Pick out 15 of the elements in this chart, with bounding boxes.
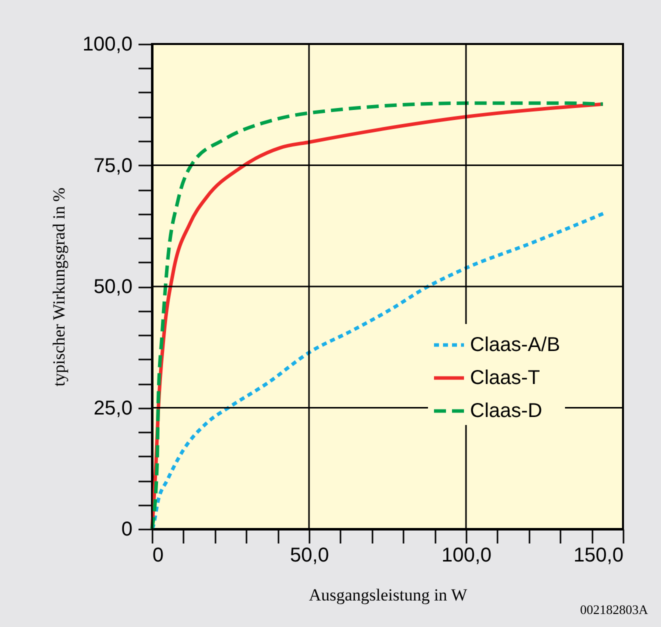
legend-label: Claas-A/B xyxy=(470,334,560,356)
legend-label: Claas-T xyxy=(470,367,540,389)
x-axis-title: Ausgangsleistung in W xyxy=(308,586,468,604)
y-tick-label: 25,0 xyxy=(94,397,132,420)
y-tick-label: 75,0 xyxy=(94,154,132,177)
x-tick-label: 100,0 xyxy=(441,544,492,566)
text: 002182803A xyxy=(580,602,649,617)
y-axis-title: typischer Wirkungsgrad in % xyxy=(49,188,68,386)
y-tick-label: 100,0 xyxy=(82,34,132,56)
x-tick-label: 0 xyxy=(152,544,164,566)
legend-label: Claas-D xyxy=(470,400,542,422)
y-tick-label: 0 xyxy=(121,518,132,540)
x-tick-label: 50,0 xyxy=(290,544,329,566)
y-tick-label: 50,0 xyxy=(94,276,132,298)
x-tick-label: 150,0 xyxy=(573,544,624,566)
